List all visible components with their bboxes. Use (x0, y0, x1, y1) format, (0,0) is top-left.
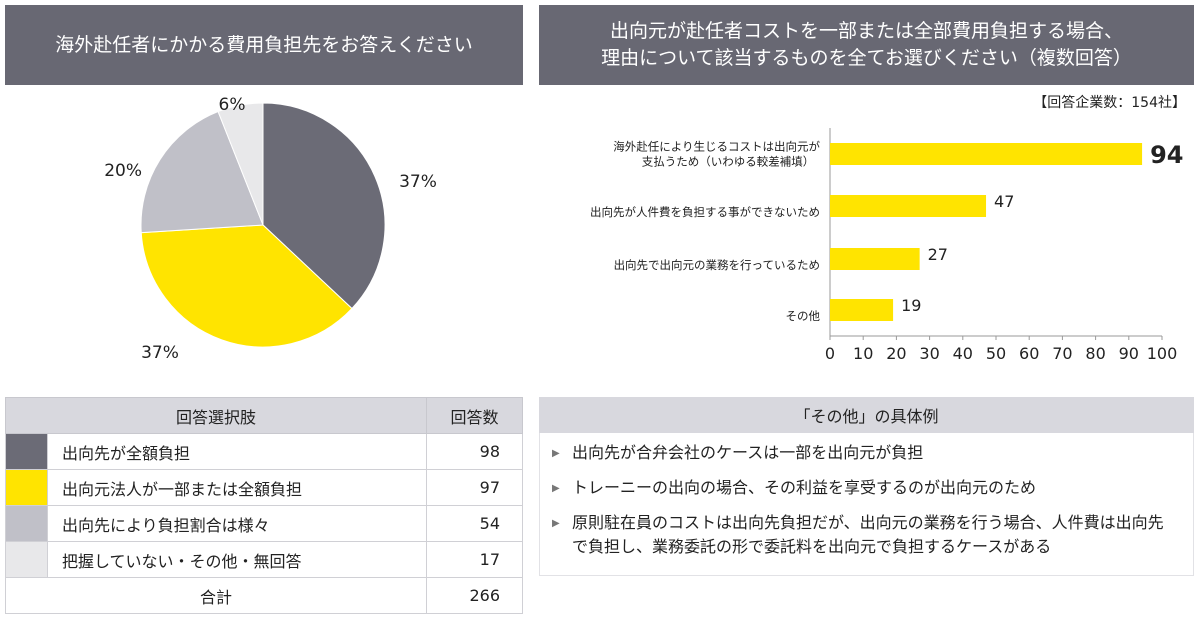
x-tick-label: 40 (953, 344, 973, 363)
list-item: ▶ トレーニーの出向の場合、その利益を享受するのが出向元のため (552, 476, 1179, 501)
x-tick-label: 70 (1052, 344, 1072, 363)
pie-slice (217, 102, 264, 226)
pie-question-header: 海外赴任者にかかる費用負担先をお答えください (5, 5, 523, 85)
x-tick-label: 30 (919, 344, 939, 363)
x-tick-label: 0 (825, 344, 835, 363)
row-count: 54 (426, 505, 523, 542)
bar (830, 195, 987, 217)
x-tick-label: 10 (853, 344, 873, 363)
pie-chart-svg: 37% 37% 20% 6% (104, 95, 437, 363)
bar-chart: 0 10 20 30 40 50 60 70 80 90 100 94 海外赴任により生じるコストは出向… (530, 88, 1200, 388)
x-tick-label: 60 (1019, 344, 1039, 363)
x-tick-label: 100 (1147, 344, 1178, 363)
other-examples-list: ▶ 出向先が合弁会社のケースは一部を出向元が負担 ▶ トレーニーの出向の場合、その利益… (539, 433, 1194, 576)
bullet-triangle-icon: ▶ (552, 518, 560, 529)
table-row: 把握していない・その他・無回答 17 (5, 541, 523, 578)
pie-slice-label: 37% (399, 172, 437, 192)
bar-value-label: 47 (994, 192, 1014, 211)
bar (830, 143, 1143, 165)
table-total-row: 合計 266 (5, 577, 523, 614)
table-header-row: 回答選択肢 回答数 (5, 397, 523, 434)
pie-slice-label: 37% (141, 343, 179, 363)
x-tick-label: 80 (1085, 344, 1105, 363)
row-count: 97 (426, 469, 523, 506)
respondent-count: 【回答企業数：154社】 (1033, 95, 1186, 111)
row-label: 出向先により負担割合は様々 (47, 505, 427, 542)
list-item: ▶ 原則駐在員のコストは出向先負担だが、出向元の業務を行う場合、人件費は出向先で負… (552, 511, 1179, 559)
row-label: 出向先が全額負担 (47, 433, 427, 470)
x-tick-label: 20 (886, 344, 906, 363)
bar (830, 299, 894, 321)
bullet-triangle-icon: ▶ (552, 448, 560, 459)
legend-swatch (5, 541, 48, 578)
bar-question-header: 出向元が赴任者コストを一部または全部費用負担する場合、 理由について該当するもの… (539, 5, 1194, 85)
table-row: 出向先により負担割合は様々 54 (5, 505, 523, 542)
y-category-label: 海外赴任により生じるコストは出向元が (613, 140, 820, 154)
list-item-text: 出向先が合弁会社のケースは一部を出向元が負担 (572, 443, 924, 462)
y-category-label: 出向先が人件費を負担する事ができないため (590, 205, 820, 219)
response-table: 回答選択肢 回答数 出向先が全額負担 98 出向元法人が一部または全額負担 97 出向先… (5, 397, 523, 614)
bar-chart-svg: 0 10 20 30 40 50 60 70 80 90 100 94 海外赴任により生じるコストは出向… (590, 128, 1183, 363)
list-item-text: トレーニーの出向の場合、その利益を享受するのが出向元のため (572, 478, 1037, 497)
legend-swatch (5, 469, 48, 506)
pie-slice (140, 224, 353, 348)
row-label: 出向元法人が一部または全額負担 (47, 469, 427, 506)
row-count: 17 (426, 541, 523, 578)
header-count: 回答数 (426, 397, 523, 434)
bar-question-title-line2: 理由について該当するものを全てお選びください（複数回答） (601, 47, 1132, 69)
other-examples-title: 「その他」の具体例 (539, 397, 1194, 433)
row-count: 98 (426, 433, 523, 470)
legend-swatch (5, 505, 48, 542)
bar-value-label: 27 (928, 245, 948, 264)
pie-slice-label: 20% (104, 161, 142, 181)
bar-question-title-line1: 出向元が赴任者コストを一部または全部費用負担する場合、 (609, 20, 1123, 42)
total-label: 合計 (5, 577, 427, 614)
y-category-label: 支払うため（いわゆる較差補填） (642, 155, 815, 169)
y-category-label: 出向先で出向元の業務を行っているため (614, 258, 820, 272)
pie-chart: 37% 37% 20% 6% (0, 88, 525, 388)
bar (830, 248, 920, 270)
y-category-label: その他 (786, 309, 821, 323)
header-choice: 回答選択肢 (5, 397, 427, 434)
pie-slice-label: 6% (219, 95, 246, 115)
pie-slice (262, 102, 386, 310)
pie-question-title: 海外赴任者にかかる費用負担先をお答えください (55, 33, 473, 56)
total-count: 266 (426, 577, 523, 614)
bullet-triangle-icon: ▶ (552, 483, 560, 494)
bar-value-label: 19 (901, 296, 921, 315)
bar-value-label: 94 (1150, 141, 1183, 169)
list-item: ▶ 出向先が合弁会社のケースは一部を出向元が負担 (552, 441, 1179, 466)
row-label: 把握していない・その他・無回答 (47, 541, 427, 578)
x-tick-label: 90 (1119, 344, 1139, 363)
pie-slice (140, 110, 264, 234)
table-row: 出向元法人が一部または全額負担 97 (5, 469, 523, 506)
table-row: 出向先が全額負担 98 (5, 433, 523, 470)
x-tick-label: 50 (986, 344, 1006, 363)
other-examples-box: 「その他」の具体例 ▶ 出向先が合弁会社のケースは一部を出向元が負担 ▶ トレーニーの… (539, 397, 1194, 576)
legend-swatch (5, 433, 48, 470)
list-item-text: 原則駐在員のコストは出向先負担だが、出向元の業務を行う場合、人件費は出向先で負担… (572, 513, 1164, 556)
